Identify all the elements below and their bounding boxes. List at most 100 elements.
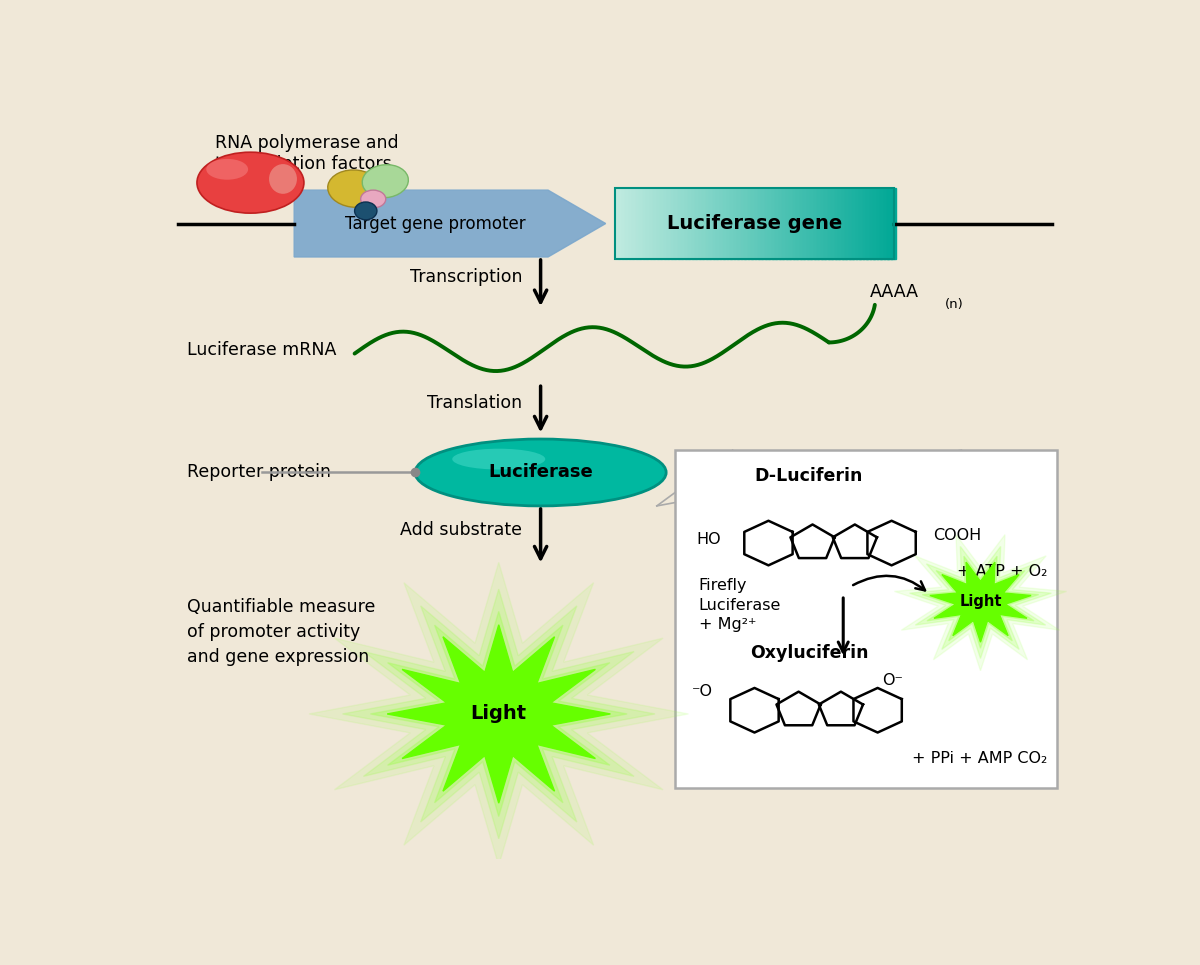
Bar xyxy=(720,188,725,260)
Bar xyxy=(863,188,868,260)
Text: Transcription: Transcription xyxy=(409,268,522,286)
Polygon shape xyxy=(388,624,611,803)
Bar xyxy=(653,188,659,260)
Bar xyxy=(800,188,805,260)
Ellipse shape xyxy=(328,170,382,207)
Bar xyxy=(616,188,620,260)
Bar xyxy=(730,188,736,260)
Ellipse shape xyxy=(206,159,248,179)
Bar xyxy=(625,188,631,260)
Text: Quantifiable measure
of promoter activity
and gene expression: Quantifiable measure of promoter activit… xyxy=(187,598,376,666)
Bar xyxy=(848,188,854,260)
Polygon shape xyxy=(342,589,655,839)
Bar xyxy=(727,188,732,260)
Bar xyxy=(793,188,798,260)
Bar xyxy=(682,188,686,260)
Bar xyxy=(678,188,683,260)
Bar xyxy=(828,188,833,260)
Text: Light: Light xyxy=(470,704,527,724)
Bar xyxy=(883,188,889,260)
Ellipse shape xyxy=(354,202,377,220)
Bar xyxy=(724,188,728,260)
Polygon shape xyxy=(371,612,628,816)
Ellipse shape xyxy=(415,439,666,506)
Polygon shape xyxy=(910,546,1051,658)
Bar xyxy=(660,188,666,260)
Bar xyxy=(676,450,1057,788)
Bar xyxy=(695,188,701,260)
Text: AAAA: AAAA xyxy=(870,283,919,301)
FancyArrow shape xyxy=(294,190,606,257)
Text: O⁻: O⁻ xyxy=(882,673,904,688)
Bar xyxy=(841,188,847,260)
Text: HO: HO xyxy=(696,532,720,547)
Bar xyxy=(814,188,820,260)
Bar xyxy=(803,188,809,260)
Bar xyxy=(709,188,714,260)
Bar xyxy=(656,188,662,260)
Polygon shape xyxy=(923,556,1039,648)
Bar xyxy=(691,188,697,260)
Bar xyxy=(806,188,812,260)
Bar xyxy=(835,188,840,260)
Bar xyxy=(758,188,763,260)
Text: + ATP + O₂: + ATP + O₂ xyxy=(958,564,1048,579)
Ellipse shape xyxy=(361,190,385,207)
Bar xyxy=(636,188,641,260)
Bar xyxy=(856,188,860,260)
Bar xyxy=(667,188,673,260)
Bar xyxy=(768,188,774,260)
Text: + PPi + AMP CO₂: + PPi + AMP CO₂ xyxy=(912,751,1048,766)
Bar xyxy=(866,188,871,260)
Bar xyxy=(890,188,896,260)
Bar xyxy=(874,188,878,260)
FancyArrowPatch shape xyxy=(853,576,925,591)
Text: Oxyluciferin: Oxyluciferin xyxy=(750,644,869,662)
Polygon shape xyxy=(310,563,689,866)
Bar xyxy=(618,188,624,260)
Text: Target gene promoter: Target gene promoter xyxy=(344,214,526,233)
Polygon shape xyxy=(930,562,1031,642)
Bar xyxy=(632,188,637,260)
Bar xyxy=(647,188,652,260)
Ellipse shape xyxy=(197,152,304,213)
Text: Translation: Translation xyxy=(427,395,522,412)
Bar xyxy=(698,188,704,260)
Bar xyxy=(748,188,752,260)
Bar xyxy=(817,188,823,260)
Text: RNA polymerase and
transcription factors: RNA polymerase and transcription factors xyxy=(215,134,398,173)
Bar xyxy=(762,188,767,260)
Bar xyxy=(685,188,690,260)
Bar xyxy=(790,188,794,260)
Bar xyxy=(880,188,886,260)
Bar xyxy=(702,188,708,260)
Bar xyxy=(797,188,802,260)
Bar xyxy=(810,188,816,260)
Bar xyxy=(650,188,655,260)
Ellipse shape xyxy=(362,165,408,198)
Text: (n): (n) xyxy=(944,298,964,311)
Bar xyxy=(616,188,894,260)
Text: COOH: COOH xyxy=(934,528,982,543)
Bar xyxy=(744,188,749,260)
Bar xyxy=(751,188,756,260)
Bar xyxy=(706,188,712,260)
Bar xyxy=(740,188,746,260)
Ellipse shape xyxy=(269,164,296,194)
Text: Luciferase gene: Luciferase gene xyxy=(667,214,842,233)
Bar xyxy=(821,188,826,260)
Bar xyxy=(733,188,739,260)
Bar xyxy=(779,188,785,260)
Bar xyxy=(775,188,781,260)
Bar xyxy=(622,188,628,260)
Bar xyxy=(832,188,836,260)
Bar xyxy=(664,188,670,260)
Text: D-Luciferin: D-Luciferin xyxy=(755,466,863,484)
Bar xyxy=(870,188,875,260)
Text: Luciferase: Luciferase xyxy=(488,463,593,482)
Bar xyxy=(640,188,644,260)
Bar xyxy=(629,188,635,260)
Bar xyxy=(764,188,770,260)
Bar xyxy=(887,188,893,260)
Polygon shape xyxy=(894,535,1067,671)
